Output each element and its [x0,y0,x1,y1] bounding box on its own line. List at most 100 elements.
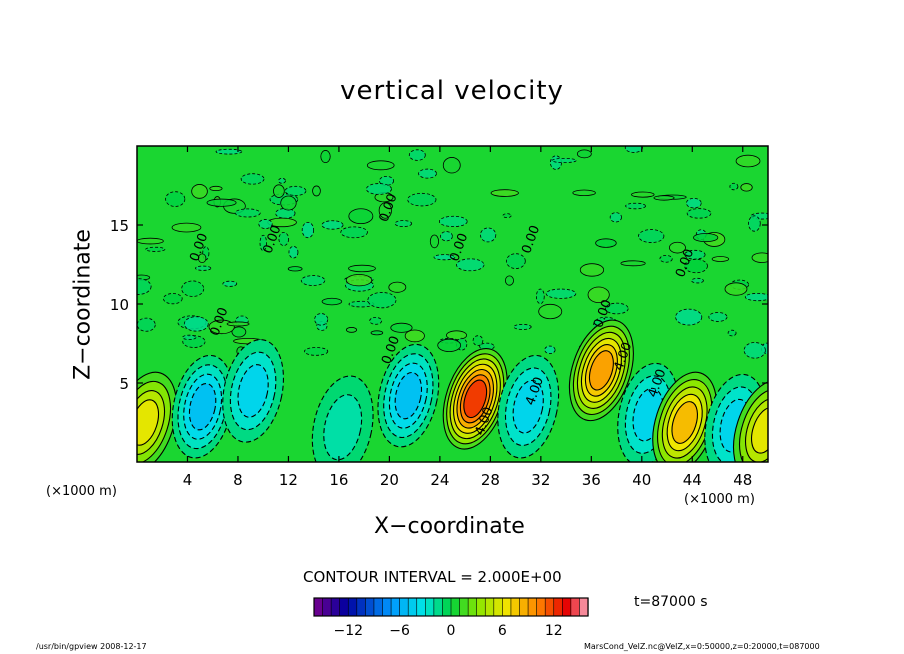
x-tick-label: 20 [380,471,399,489]
contour-level [237,364,269,418]
turbulence-cell [429,234,439,249]
turbulence-cell [367,292,397,309]
turbulence-cell [505,253,526,269]
plot-area [137,146,768,462]
turbulence-cell [653,195,675,201]
colorbar-tick-label: −12 [333,623,363,639]
turbulence-cell [390,322,413,333]
x-unit-label-left: (×1000 m) [46,484,117,499]
x-axis: 4 8 12 16 20 24 28 32 36 40 44 48 [183,146,752,489]
turbulence-cell [366,160,395,171]
contour-level [323,394,363,461]
turbulence-cell [321,220,344,230]
colorbar-segment [382,597,392,617]
colorbar-segment [390,597,401,617]
turbulence-cell [579,263,605,277]
turbulence-cell [300,275,326,286]
contour-interval-label: CONTOUR INTERVAL = 2.000E+00 [303,568,562,586]
colorbar-segment [579,597,589,617]
turbulence-cell [182,334,197,340]
turbulence-cell [735,154,761,168]
turbulence-cell [369,316,383,325]
turbulence-cell [456,258,485,272]
turbulence-cell [659,255,673,263]
turbulence-cell [442,157,461,174]
turbulence-cell [320,150,331,163]
turbulence-cell [197,253,207,264]
x-tick-label: 40 [632,471,651,489]
x-axis-label: X−coordinate [374,514,525,539]
contour-level [671,401,698,444]
contour-level [588,350,614,391]
turbulence-cell [538,303,563,320]
colorbar-segment [459,597,469,617]
turbulence-cell [440,231,453,242]
contour-level [750,407,768,454]
x-tick-label: 28 [481,471,500,489]
downdraft-cell-6 [497,354,560,459]
turbulence-cell [137,278,152,295]
colorbar-segment [536,597,546,617]
turbulence-cell [301,221,315,239]
colorbar-segment [544,597,555,617]
time-label: t=87000 s [634,594,708,610]
contour-level [463,379,488,419]
turbulence-cell [418,168,437,179]
turbulence-cell [729,182,739,191]
turbulence-cell [284,185,307,196]
turbulence-cell [171,222,202,233]
turbulence-cell [604,302,629,315]
updraft-cell-0 [137,371,178,462]
updraft-cell-11 [733,379,768,462]
colorbar-segment [407,597,418,617]
colorbar-tick-label: 0 [447,623,456,639]
colorbar-segment [313,597,324,617]
turbulence-cell [504,275,514,286]
turbulence-cell [572,189,596,197]
turbulence-cell [404,329,425,343]
turbulence-cell [191,184,208,199]
turbulence-cell [551,157,577,164]
colorbar-segment [399,597,409,617]
turbulence-cell [587,286,610,304]
turbulence-cell [685,197,702,209]
turbulence-cell [378,175,395,186]
y-tick-label: 15 [110,217,129,235]
turbulence-cell [744,292,768,302]
turbulence-cell [609,212,622,223]
updraft-cell-7 [568,319,634,422]
colorbar-segment [442,597,452,617]
turbulence-cell [288,245,299,259]
turbulence-cell [620,260,646,267]
downdraft-cell-4 [377,343,440,448]
turbulence-cell [407,192,437,207]
colorbar-segment [553,597,563,617]
x-tick-label: 36 [582,471,601,489]
turbulence-cell [576,149,592,159]
contour-level [394,371,423,420]
chart-title: vertical velocity [340,76,564,106]
turbulence-cell [273,184,285,198]
turbulence-cell [275,208,296,219]
turbulence-cell [231,326,247,338]
turbulence-cell [388,281,407,293]
x-tick-label: 16 [329,471,348,489]
turbulence-cell [748,215,761,232]
turbulence-cell [181,280,205,297]
x-tick-label: 44 [683,471,702,489]
colorbar-tick-label: 6 [498,623,507,639]
turbulence-cell [348,208,374,225]
colorbar-segment [347,597,358,617]
turbulence-cell [137,317,156,332]
colorbar-segment [356,597,366,617]
turbulence-cell [278,231,290,247]
colorbar-segment [373,597,384,617]
turbulence-cell [535,288,545,305]
colorbar-segment [562,597,572,617]
y-axis: 5 10 15 [110,217,768,393]
turbulence-cell [345,274,373,287]
turbulence-cell [595,238,617,248]
turbulence-cell [669,241,686,254]
turbulence-cell [686,208,712,219]
colorbar-segment [450,597,461,617]
